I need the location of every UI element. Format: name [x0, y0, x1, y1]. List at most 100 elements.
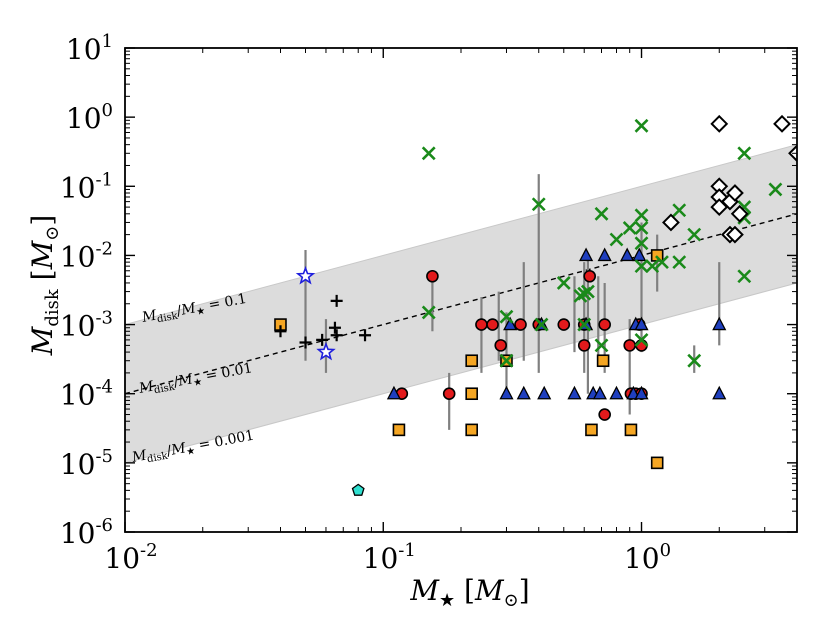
green-crosses-point — [687, 227, 702, 242]
green-crosses-point — [609, 232, 624, 247]
blue-triangles-point — [592, 385, 607, 400]
white-diamonds-point — [726, 184, 744, 202]
green-crosses-point — [672, 255, 687, 270]
x-tick-label: 10-2 — [104, 540, 157, 575]
red-circles-point — [623, 339, 636, 352]
blue-triangles-point — [597, 247, 612, 262]
green-crosses-point — [634, 118, 649, 133]
black-plus-point — [274, 325, 287, 338]
blue-triangles-point — [632, 247, 647, 262]
y-tick-label: 101 — [66, 31, 113, 66]
axes: 10-6 10-5 10-4 10-3 10-2 10-1 100 101 10-2 10-1 10… — [60, 31, 798, 575]
orange-squares-point — [465, 387, 478, 401]
orange-squares-point — [596, 354, 610, 368]
red-circles-point — [494, 339, 508, 352]
green-crosses-point — [634, 332, 649, 347]
green-crosses-point — [687, 353, 702, 368]
y-tick-label: 100 — [66, 100, 113, 135]
white-diamonds-point — [730, 204, 749, 223]
blue-triangles-point — [499, 385, 514, 400]
red-circles-point — [583, 269, 596, 283]
green-crosses-point — [634, 236, 649, 251]
red-circles-point — [486, 318, 499, 331]
black-plus-point — [316, 333, 329, 346]
y-tick-label: 10-3 — [60, 308, 113, 343]
ratio-band — [125, 144, 797, 464]
red-circles-point — [475, 318, 488, 331]
orange-squares-point — [465, 423, 478, 437]
x-tick-label: 10-1 — [363, 540, 416, 575]
black-plus-point — [330, 329, 343, 342]
blue-triangles-point — [712, 316, 727, 331]
green-crosses-point — [499, 353, 514, 368]
y-tick-label: 10-1 — [60, 169, 113, 204]
red-circles-point — [426, 269, 439, 283]
green-crosses-point — [645, 259, 660, 274]
green-crosses-point — [672, 203, 687, 218]
orange-squares-point — [585, 423, 598, 437]
green-crosses-point — [634, 208, 649, 223]
blue-triangles-point — [567, 385, 582, 400]
y-tick-label: 10-5 — [60, 446, 113, 481]
black-plus-point — [328, 321, 341, 334]
orange-squares-point — [392, 423, 406, 437]
green-crosses-point — [737, 269, 752, 284]
black-plus-point — [330, 294, 343, 307]
white-diamonds-point — [726, 225, 744, 244]
blue-stars-point — [316, 341, 336, 361]
green-crosses-point — [768, 182, 783, 197]
black-plus-point — [359, 329, 372, 342]
x-tick-label: 100 — [624, 540, 671, 575]
x-axis-label: M★ [M⊙] — [409, 574, 529, 611]
green-crosses-point — [737, 146, 752, 161]
green-crosses-point — [594, 338, 609, 353]
white-diamonds-point — [710, 114, 729, 133]
y-tick-label: 10-4 — [60, 377, 113, 412]
green-crosses-point — [534, 317, 549, 332]
blue-triangles-point — [609, 385, 624, 400]
y-axis-label: Mdisk [M⊙] — [26, 215, 63, 357]
orange-squares-point — [465, 354, 478, 368]
blue-triangles-point — [537, 385, 552, 400]
cyan-pentagon-point — [351, 483, 365, 496]
blue-triangles-point — [712, 385, 727, 400]
black-plus-point — [299, 336, 312, 349]
plot-clip-group — [125, 114, 797, 496]
orange-squares-point — [650, 249, 664, 262]
red-circles-point — [557, 318, 571, 331]
blue-triangles-point — [516, 385, 531, 400]
green-crosses-point — [580, 284, 595, 299]
white-diamonds-point — [662, 213, 680, 232]
red-circles-point — [598, 408, 611, 421]
green-crosses-point — [556, 276, 571, 290]
orange-squares-point — [650, 456, 664, 470]
red-circles-point — [598, 318, 611, 331]
ratio-line-0.01 — [125, 213, 797, 395]
green-crosses-point — [421, 146, 436, 161]
green-crosses-point — [531, 197, 546, 212]
red-circles-point — [442, 387, 456, 401]
blue-triangles-point — [634, 316, 649, 331]
blue-stars-point — [295, 265, 316, 285]
green-crosses-point — [655, 255, 669, 270]
green-crosses-point — [421, 305, 436, 320]
red-circles-point — [577, 339, 591, 352]
orange-squares-point — [624, 423, 638, 437]
green-crosses-point — [622, 220, 637, 235]
blue-triangles-point — [620, 247, 635, 262]
green-crosses-point — [499, 309, 514, 324]
y-tick-label: 10-2 — [60, 238, 113, 273]
green-crosses-point — [634, 220, 649, 235]
green-crosses-point — [594, 206, 609, 221]
ratio-label-0.01: Mdisk/M★ = 0.01 — [137, 360, 254, 399]
blue-triangles-point — [386, 385, 402, 400]
white-diamonds-point — [773, 114, 791, 133]
green-crosses-point — [577, 317, 592, 332]
blue-triangles-point — [579, 247, 594, 262]
green-crosses-point — [634, 259, 649, 274]
blue-triangles-point — [503, 316, 518, 331]
plot-area — [125, 114, 797, 496]
red-circles-point — [514, 318, 527, 331]
ratio-label-0.1: Mdisk/M★ = 0.1 — [140, 291, 249, 328]
